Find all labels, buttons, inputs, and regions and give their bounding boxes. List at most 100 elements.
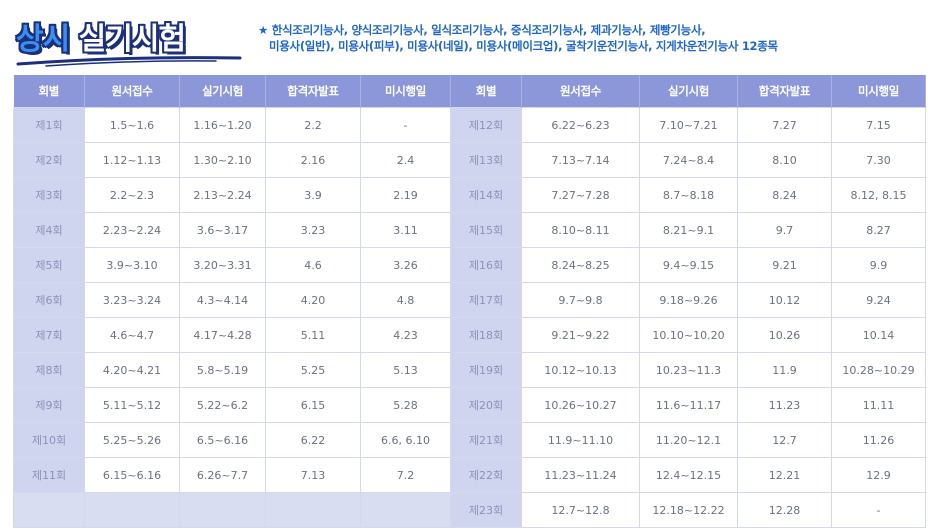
cell-result-announcement: 8.24 xyxy=(737,177,832,213)
cell-result-announcement: 2.2 xyxy=(265,107,361,143)
cell-round: 제2회 xyxy=(13,142,85,178)
cell-application: 10.26~10.27 xyxy=(521,387,640,423)
cell-result-announcement: 4.6 xyxy=(265,247,361,283)
cell-round: 제7회 xyxy=(13,317,85,353)
cell-application: 1.5~1.6 xyxy=(84,107,180,143)
header-application-right: 원서접수 xyxy=(521,75,640,108)
cell-application: 4.20~4.21 xyxy=(84,352,180,388)
cell-result-announcement: 7.13 xyxy=(265,457,361,493)
cell-practical-exam: 10.10~10.20 xyxy=(639,317,738,353)
cell-application: 10.12~10.13 xyxy=(521,352,640,388)
cell-practical-exam: 10.23~11.3 xyxy=(639,352,738,388)
header-round-right: 회별 xyxy=(450,75,522,108)
cell-non-exam-day: - xyxy=(360,107,451,143)
cell-non-exam-day: 7.30 xyxy=(831,142,926,178)
cell-application: 5.25~5.26 xyxy=(84,422,180,458)
title-underline-swoosh xyxy=(16,56,242,67)
cell-non-exam-day: 5.13 xyxy=(360,352,451,388)
cell-non-exam-day: 3.26 xyxy=(360,247,451,283)
cell-result-announcement: 3.9 xyxy=(265,177,361,213)
cell-round: 제17회 xyxy=(450,282,522,318)
cell-non-exam-day: 4.8 xyxy=(360,282,451,318)
cell-result-announcement: 12.21 xyxy=(737,457,832,493)
cell-application: 7.27~7.28 xyxy=(521,177,640,213)
cell-application: 5.11~5.12 xyxy=(84,387,180,423)
cell-non-exam-day: 2.4 xyxy=(360,142,451,178)
cell-result-announcement: 10.26 xyxy=(737,317,832,353)
cell-round: 제20회 xyxy=(450,387,522,423)
cell-practical-exam: 12.4~12.15 xyxy=(639,457,738,493)
cell-application: 8.10~8.11 xyxy=(521,212,640,248)
cell-practical-exam: 6.26~7.7 xyxy=(179,457,266,493)
cell-non-exam-day: 8.27 xyxy=(831,212,926,248)
cell-application: 3.23~3.24 xyxy=(84,282,180,318)
cell-application: 4.6~4.7 xyxy=(84,317,180,353)
header-application-left: 원서접수 xyxy=(84,75,180,108)
cell-practical-exam: 8.7~8.18 xyxy=(639,177,738,213)
cell-practical-exam: 3.6~3.17 xyxy=(179,212,266,248)
cell-application: 6.15~6.16 xyxy=(84,457,180,493)
cell-non-exam-day: 6.6, 6.10 xyxy=(360,422,451,458)
cell-application: 2.23~2.24 xyxy=(84,212,180,248)
cell-practical-exam: 9.4~9.15 xyxy=(639,247,738,283)
cell-non-exam-day: 4.23 xyxy=(360,317,451,353)
cell-round: 제21회 xyxy=(450,422,522,458)
table-row: 제1회 1.5~1.6 1.16~1.20 2.2- 제12회 6.22~6.23 7.10… xyxy=(13,107,926,143)
cell-round: 제4회 xyxy=(13,212,85,248)
cell-result-announcement: 8.10 xyxy=(737,142,832,178)
cell-non-exam-day: 12.9 xyxy=(831,457,926,493)
title-part-1: 상시 xyxy=(16,22,70,57)
cell-result-announcement: 11.9 xyxy=(737,352,832,388)
table-row: 제7회 4.6~4.7 4.17~4.28 5.11 4.23 제18회 9.21~9.22… xyxy=(13,317,926,353)
cell-result-announcement: 5.25 xyxy=(265,352,361,388)
cell-round: 제1회 xyxy=(13,107,85,143)
table-row: 제5회 3.9~3.10 3.20~3.31 4.6 3.26 제16회 8.24~8.25… xyxy=(13,247,926,283)
cell-application: 2.2~2.3 xyxy=(84,177,180,213)
notice-line-1: 한식조리기능사, 양식조리기능사, 일식조리기능사, 중식조리기능사, 제과기능… xyxy=(271,23,706,37)
table-row: 제10회 5.25~5.26 6.5~6.16 6.22 6.6, 6.10 제21회 11… xyxy=(13,422,926,458)
page-title: 상시 실기시험 xyxy=(16,14,186,58)
cell-round: 제12회 xyxy=(450,107,522,143)
cell-practical-exam: 6.5~6.16 xyxy=(179,422,266,458)
title-block: 상시 실기시험 xyxy=(16,14,242,67)
cell-practical-exam: 1.16~1.20 xyxy=(179,107,266,143)
header-non-exam-day-left: 미시행일 xyxy=(360,75,451,108)
cell-non-exam-day: 11.26 xyxy=(831,422,926,458)
cell-non-exam-day: 5.28 xyxy=(360,387,451,423)
cell-non-exam-day: 8.12, 8.15 xyxy=(831,177,926,213)
cell-result-announcement: 10.12 xyxy=(737,282,832,318)
cell-practical-exam: 7.10~7.21 xyxy=(639,107,738,143)
table-row: 제8회 4.20~4.21 5.8~5.19 5.25 5.13 제19회 10.12~10… xyxy=(13,352,926,388)
cell-result-announcement: 7.27 xyxy=(737,107,832,143)
cell-round: 제14회 xyxy=(450,177,522,213)
cell-non-exam-day: 7.15 xyxy=(831,107,926,143)
cell-practical-exam: 11.6~11.17 xyxy=(639,387,738,423)
cell-round: 제15회 xyxy=(450,212,522,248)
header-practical-exam-right: 실기시험 xyxy=(639,75,738,108)
cell-application: 7.13~7.14 xyxy=(521,142,640,178)
cell-non-exam-day: 7.2 xyxy=(360,457,451,493)
cell-result-announcement: 4.20 xyxy=(265,282,361,318)
table-row: 제9회 5.11~5.12 5.22~6.2 6.15 5.28 제20회 10.26~10… xyxy=(13,387,926,423)
header-non-exam-day-right: 미시행일 xyxy=(831,75,926,108)
cell-round: 제13회 xyxy=(450,142,522,178)
cell-result-announcement: 2.16 xyxy=(265,142,361,178)
cell-non-exam-day: 9.24 xyxy=(831,282,926,318)
header: 상시 실기시험 ★ 한식조리기능사, 양식조리기능사, 일식조리기능사, 중식조… xyxy=(0,0,938,72)
cell-result-announcement: 12.7 xyxy=(737,422,832,458)
cell-practical-exam: 11.20~12.1 xyxy=(639,422,738,458)
star-icon: ★ xyxy=(258,23,269,37)
cell-practical-exam: 4.17~4.28 xyxy=(179,317,266,353)
cell-result-announcement: 3.23 xyxy=(265,212,361,248)
cell-practical-exam: 1.30~2.10 xyxy=(179,142,266,178)
notice-line-2: 미용사(일반), 미용사(피부), 미용사(네일), 미용사(메이크업), 굴착… xyxy=(269,39,778,53)
cell-application: 9.21~9.22 xyxy=(521,317,640,353)
cell-non-exam-day: 11.11 xyxy=(831,387,926,423)
cell-round: 제9회 xyxy=(13,387,85,423)
cell-round: 제10회 xyxy=(13,422,85,458)
header-result-announcement-right: 합격자발표 xyxy=(737,75,832,108)
cell-round: 제6회 xyxy=(13,282,85,318)
table-row: 제6회 3.23~3.24 4.3~4.14 4.20 4.8 제17회 9.7~9.8 9.… xyxy=(13,282,926,318)
table-row: 제2회 1.12~1.13 1.30~2.10 2.16 2.4 제13회 7.13~7.1… xyxy=(13,142,926,178)
cell-non-exam-day: 10.28~10.29 xyxy=(831,352,926,388)
